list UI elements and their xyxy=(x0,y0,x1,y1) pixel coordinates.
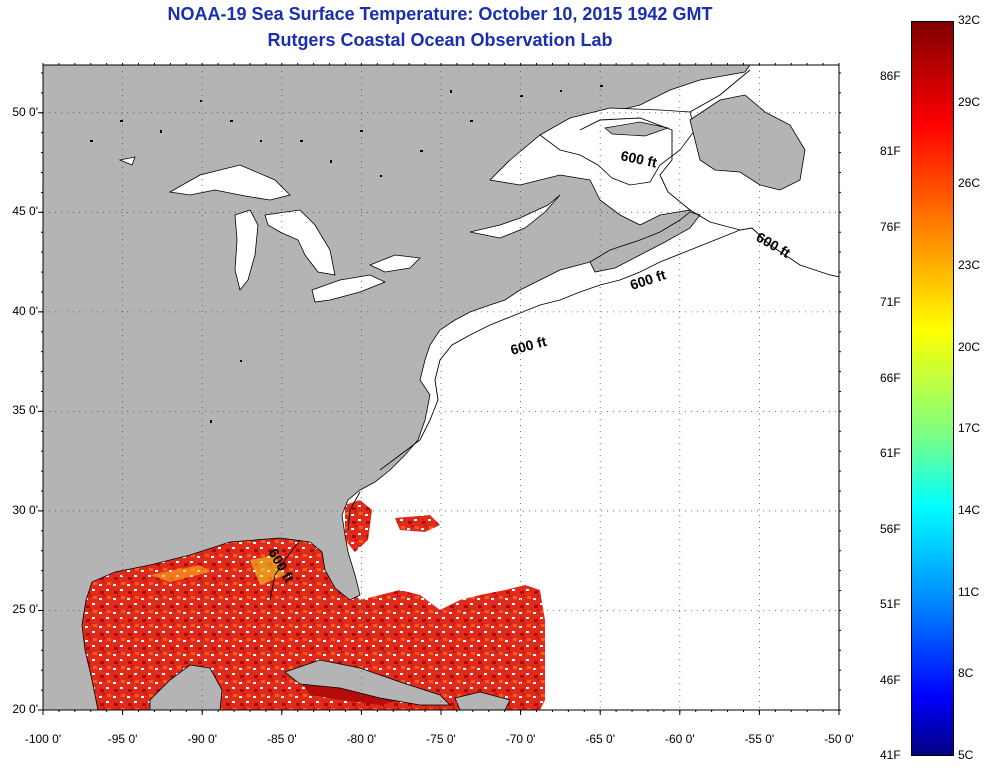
colorbar-celsius-label: 29C xyxy=(958,94,981,109)
colorbar-fahrenheit-label: 41F xyxy=(880,748,901,762)
longitude-label: -55 0' xyxy=(744,732,775,746)
latitude-label: 40 0' xyxy=(12,303,38,318)
longitude-label: -50 0' xyxy=(824,732,854,746)
colorbar-celsius-label: 5C xyxy=(958,748,974,762)
cuba-land xyxy=(284,659,451,706)
contour-label: 600 ft xyxy=(619,147,658,170)
hispaniola-land xyxy=(454,691,511,710)
great-lakes xyxy=(118,156,421,303)
longitude-label: -100 0' xyxy=(24,732,62,746)
longitude-label: -95 0' xyxy=(107,732,138,746)
colorbar-fahrenheit-label: 61F xyxy=(880,446,901,461)
colorbar-celsius-label: 26C xyxy=(958,176,981,191)
colorbar-celsius-label: 11C xyxy=(958,584,980,599)
latitude-label: 50 0' xyxy=(12,104,38,119)
map-grid xyxy=(43,65,839,710)
colorbar-fahrenheit-label: 86F xyxy=(880,69,901,83)
colorbar-celsius-label: 32C xyxy=(958,13,981,27)
depth-contour-600ft xyxy=(269,69,839,601)
longitude-label: -70 0' xyxy=(505,732,536,746)
nova-scotia-land xyxy=(589,211,701,273)
colorbar-fahrenheit-label: 81F xyxy=(880,144,901,159)
colorbar-celsius-label: 17C xyxy=(958,421,981,436)
longitude-label: -65 0' xyxy=(585,732,616,746)
map-title: NOAA-19 Sea Surface Temperature: October… xyxy=(167,4,713,24)
colorbar-celsius-label: 14C xyxy=(958,503,981,517)
yucatan-land xyxy=(149,664,223,710)
temperature-colorbar xyxy=(911,21,954,756)
colorbar-fahrenheit-label: 46F xyxy=(880,672,901,687)
axis-ticks xyxy=(38,63,841,715)
colorbar-fahrenheit-label: 71F xyxy=(880,295,901,310)
latitude-label: 20 0' xyxy=(12,702,38,716)
longitude-label: -60 0' xyxy=(664,732,695,746)
colorbar-celsius-label: 8C xyxy=(958,666,974,681)
latitude-label: 30 0' xyxy=(12,502,38,517)
newfoundland-island xyxy=(689,94,806,191)
longitude-label: -75 0' xyxy=(426,732,456,746)
colorbar-celsius-label: 23C xyxy=(958,258,981,272)
latitude-label: 25 0' xyxy=(12,602,38,617)
colorbar-celsius-label: 20C xyxy=(958,339,981,354)
colorbar-fahrenheit-label: 51F xyxy=(880,597,901,612)
colorbar-fahrenheit-label: 66F xyxy=(880,370,901,385)
colorbar-fahrenheit-label: 76F xyxy=(880,219,901,234)
land-mass xyxy=(43,65,751,710)
longitude-label: -90 0' xyxy=(187,732,218,746)
latitude-label: 45 0' xyxy=(12,204,38,219)
longitude-label: -85 0' xyxy=(266,732,297,746)
latitude-label: 35 0' xyxy=(12,403,38,418)
colorbar-fahrenheit-label: 56F xyxy=(880,521,901,536)
map-subtitle: Rutgers Coastal Ocean Observation Lab xyxy=(267,30,613,50)
anticosti-island xyxy=(604,121,670,137)
longitude-label: -80 0' xyxy=(346,732,377,746)
